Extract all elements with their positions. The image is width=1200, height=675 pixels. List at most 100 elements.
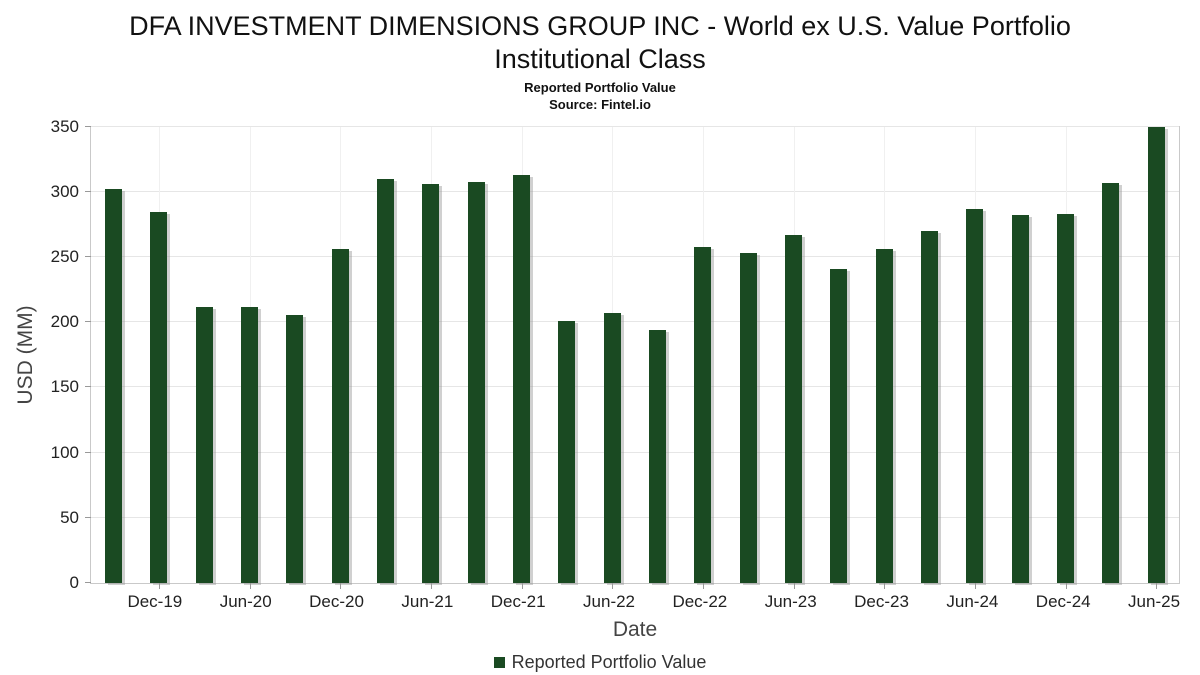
bar-sep-24[interactable] xyxy=(1011,215,1029,583)
bar-sep-23[interactable] xyxy=(830,268,848,583)
chart-source: Source: Fintel.io xyxy=(549,96,651,112)
x-tick-mark xyxy=(521,582,523,589)
bar-slot xyxy=(1134,126,1179,583)
bar-sep-20[interactable] xyxy=(286,314,304,583)
y-tick-label: 200 xyxy=(50,312,79,332)
legend-swatch-icon xyxy=(493,656,505,668)
x-tick-label: Dec-21 xyxy=(490,591,546,611)
x-tick-label xyxy=(90,592,127,612)
bar-dec-23[interactable] xyxy=(875,249,893,583)
bar-jun-24[interactable] xyxy=(966,208,984,583)
bar-slot xyxy=(136,127,181,583)
x-tick-mark xyxy=(249,582,251,589)
x-tick-mark xyxy=(1065,582,1067,589)
x-tick-label xyxy=(635,592,672,612)
x-tick-mark xyxy=(975,582,976,589)
x-tick-label xyxy=(546,592,583,612)
bar-sep-19[interactable] xyxy=(105,189,123,583)
gridline-horizontal xyxy=(91,321,1179,323)
gridline-horizontal xyxy=(91,516,1179,518)
y-tick-mark xyxy=(85,191,91,193)
bar-slot xyxy=(227,127,272,583)
legend[interactable]: Reported Portfolio Value xyxy=(0,652,1200,673)
bar-dec-22[interactable] xyxy=(694,246,712,583)
x-tick-label xyxy=(817,592,854,612)
y-tick-label: 300 xyxy=(50,182,79,202)
gridline-horizontal xyxy=(91,125,1179,127)
x-tick-label xyxy=(272,592,309,612)
bar-slot xyxy=(1088,127,1133,583)
bar-mar-25[interactable] xyxy=(1102,182,1120,583)
gridline-horizontal xyxy=(91,191,1179,193)
x-tick-mark xyxy=(431,582,432,589)
bar-jun-25[interactable] xyxy=(1147,126,1165,583)
x-tick-mark xyxy=(340,582,342,589)
x-tick-label: Dec-22 xyxy=(672,591,728,611)
bar-slot xyxy=(635,127,680,583)
y-tick-mark xyxy=(85,451,91,453)
bars-layer xyxy=(91,126,1179,583)
x-tick-label xyxy=(364,592,401,612)
bar-dec-19[interactable] xyxy=(150,211,168,583)
y-tick-mark xyxy=(85,581,91,583)
bar-jun-20[interactable] xyxy=(241,306,259,583)
chart-title-line2: Institutional Class xyxy=(494,43,706,74)
bar-slot xyxy=(726,127,771,583)
bar-jun-22[interactable] xyxy=(603,313,621,583)
y-tick-mark xyxy=(85,125,91,127)
bar-slot xyxy=(1043,127,1088,583)
plot-area: 0 50 100 150 200 250 300 350 xyxy=(51,117,1180,592)
x-tick-label: Jun-21 xyxy=(401,591,454,611)
bar-slot xyxy=(408,127,453,583)
bar-slot xyxy=(454,127,499,583)
y-tick-label: 350 xyxy=(50,116,79,136)
bar-slot xyxy=(816,127,861,583)
bar-jun-21[interactable] xyxy=(422,184,440,583)
x-tick-label xyxy=(909,592,946,612)
y-tick-mark xyxy=(85,386,91,388)
bar-mar-20[interactable] xyxy=(195,306,213,583)
bar-mar-23[interactable] xyxy=(739,253,757,583)
legend-label: Reported Portfolio Value xyxy=(511,651,707,672)
y-tick-mark xyxy=(85,516,91,518)
bar-jun-23[interactable] xyxy=(785,235,803,583)
bar-slot xyxy=(272,127,317,583)
chart-title-line1: DFA INVESTMENT DIMENSIONS GROUP INC - Wo… xyxy=(129,11,1071,41)
x-tick-label: Jun-24 xyxy=(946,591,999,611)
bar-mar-21[interactable] xyxy=(377,179,395,583)
x-tick-mark xyxy=(612,582,614,589)
bar-mar-24[interactable] xyxy=(921,231,939,583)
bar-slot xyxy=(907,127,952,583)
bar-slot xyxy=(680,127,725,583)
gridline-horizontal xyxy=(91,256,1179,258)
x-tick-label: Jun-23 xyxy=(764,591,817,611)
bar-slot xyxy=(952,127,997,583)
chart-subtitle: Reported Portfolio Value xyxy=(524,79,676,95)
bar-dec-21[interactable] xyxy=(513,175,531,583)
x-tick-mark xyxy=(159,582,160,589)
y-tick-mark xyxy=(85,321,91,323)
bar-slot xyxy=(862,127,907,583)
y-tick-label: 150 xyxy=(50,377,79,397)
chart-title: DFA INVESTMENT DIMENSIONS GROUP INC - Wo… xyxy=(0,10,1200,76)
bar-dec-20[interactable] xyxy=(331,249,349,583)
bar-slot xyxy=(363,127,408,583)
x-tick-label xyxy=(727,592,764,612)
y-tick-label: 0 xyxy=(69,572,79,592)
y-tick-label: 50 xyxy=(60,507,79,527)
bar-slot xyxy=(544,127,589,583)
x-tick-label xyxy=(182,592,219,612)
bar-slot xyxy=(590,127,635,583)
bar-sep-22[interactable] xyxy=(649,330,667,583)
x-tick-mark xyxy=(793,582,795,589)
x-tick-mark xyxy=(1156,582,1158,589)
bar-mar-22[interactable] xyxy=(558,321,576,583)
bar-slot xyxy=(182,127,227,583)
x-tick-mark xyxy=(884,582,886,589)
bar-sep-21[interactable] xyxy=(467,181,485,583)
bar-dec-24[interactable] xyxy=(1057,214,1075,583)
x-axis-title: Date xyxy=(612,617,658,641)
x-tick-label xyxy=(998,592,1035,612)
x-tick-label xyxy=(453,592,490,612)
